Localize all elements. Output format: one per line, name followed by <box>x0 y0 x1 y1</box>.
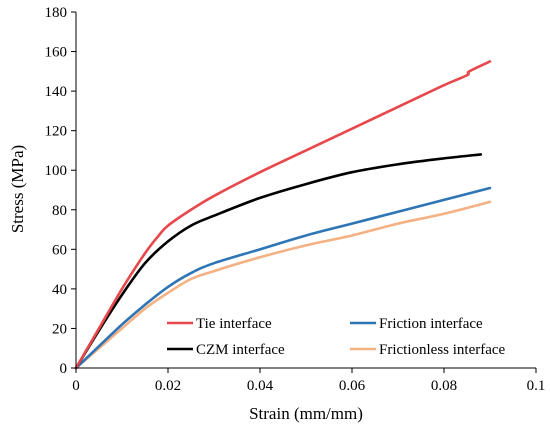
x-tick-label: 0.06 <box>339 378 366 394</box>
axes: 0 20 40 60 80 100 120 140 160 180 0 0.02 0.04 0.06 0.0… <box>45 5 546 394</box>
legend-item-czm-interface: CZM interface <box>167 342 285 358</box>
legend-item-friction-interface: Friction interface <box>350 316 483 332</box>
y-tick-label: 100 <box>45 163 68 179</box>
legend-label: Frictionless interface <box>379 342 506 358</box>
y-tick-label: 140 <box>45 84 68 100</box>
x-tick-label: 0 <box>72 378 80 394</box>
legend-item-frictionless-interface: Frictionless interface <box>350 342 506 358</box>
x-tick-label: 0.02 <box>155 378 181 394</box>
x-tick-label: 0.08 <box>431 378 457 394</box>
y-tick-label: 80 <box>52 203 67 219</box>
legend-label: Tie interface <box>196 316 272 332</box>
y-tick-label: 120 <box>45 124 68 140</box>
y-tick-label: 160 <box>45 45 68 61</box>
y-tick-label: 60 <box>52 242 67 258</box>
y-tick-label: 20 <box>52 321 67 337</box>
series-line-frictionless-interface <box>74 200 492 370</box>
series-line-friction-interface <box>74 186 492 370</box>
series-line-tie-interface <box>74 60 492 370</box>
x-tick-label: 0.04 <box>247 378 274 394</box>
legend-label: Friction interface <box>379 316 483 332</box>
plot-area <box>74 60 492 370</box>
y-tick-label: 180 <box>45 5 68 21</box>
y-axis-title: Stress (MPa) <box>8 145 27 233</box>
y-tick-label: 40 <box>52 282 67 298</box>
series-line-czm-interface <box>74 153 483 370</box>
legend-label: CZM interface <box>196 342 285 358</box>
x-axis-title: Strain (mm/mm) <box>249 404 363 423</box>
legend-item-tie-interface: Tie interface <box>167 316 272 332</box>
y-tick-label: 0 <box>60 361 68 377</box>
x-tick-label: 0.1 <box>527 378 546 394</box>
legend: Tie interface Friction interface CZM inter… <box>167 316 506 358</box>
